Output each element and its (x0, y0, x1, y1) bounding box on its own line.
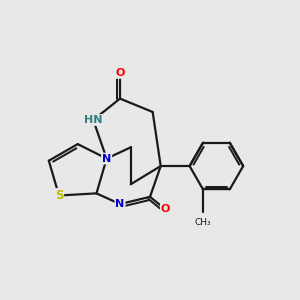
Text: HN: HN (84, 115, 103, 125)
Text: S: S (55, 189, 63, 202)
Text: CH₃: CH₃ (195, 218, 211, 227)
Text: O: O (115, 68, 125, 78)
Text: N: N (116, 199, 124, 209)
Text: O: O (161, 204, 170, 214)
Text: N: N (102, 154, 111, 164)
